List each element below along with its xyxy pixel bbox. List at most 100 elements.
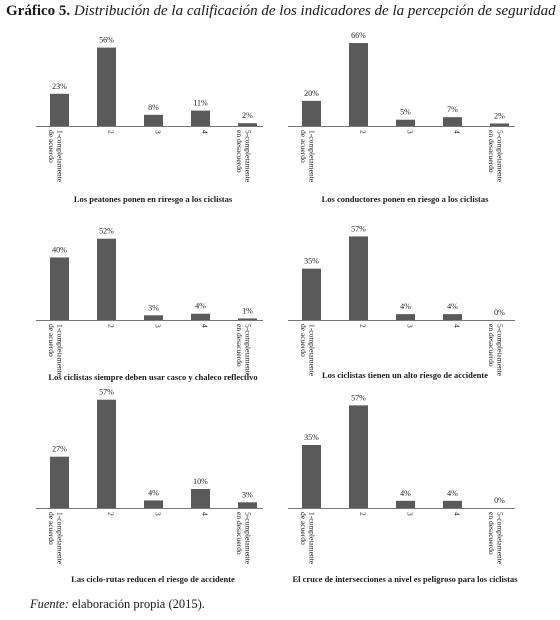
bar	[490, 123, 509, 126]
x-tick-label-line: 2	[359, 130, 368, 134]
x-tick-label: 5-completamenteen desacuerdo	[235, 324, 253, 377]
x-tick-label: 4	[453, 130, 462, 134]
x-tick-label-line: 4	[453, 512, 462, 516]
data-label: 7%	[447, 105, 458, 114]
x-tick-label: 2	[107, 512, 116, 516]
x-tick-label: 4	[201, 512, 210, 516]
bar-chart: 35% 1-completamentede acuerdo 57% 2 4% 3 4% 4 0%…	[288, 224, 515, 377]
bar	[349, 405, 368, 508]
source-note: Fuente: elaboración propia (2015).	[30, 597, 205, 612]
x-tick-label-line: 2	[107, 324, 116, 328]
x-tick-label-line: 4	[453, 324, 462, 328]
x-tick-label-line: 5-completamente	[496, 512, 505, 565]
chart-caption: Los peatones ponen en riresgo a los cicl…	[73, 194, 233, 204]
x-tick-label: 3	[154, 324, 163, 328]
x-tick-label: 1-completamentede acuerdo	[299, 512, 317, 565]
bar	[302, 268, 321, 320]
x-tick-label: 5-completamenteen desacuerdo	[487, 130, 505, 183]
x-tick-label-line: 1-completamente	[308, 324, 317, 377]
data-label: 4%	[400, 302, 411, 311]
x-tick-label-line: en desacuerdo	[487, 324, 496, 367]
bar	[396, 119, 415, 126]
source-text: elaboración propia (2015).	[72, 597, 205, 611]
data-label: 4%	[195, 302, 206, 311]
bar	[144, 114, 163, 126]
bar	[191, 489, 210, 508]
x-tick-label-line: 4	[453, 130, 462, 134]
data-label: 52%	[99, 227, 114, 236]
data-label: 5%	[400, 108, 411, 117]
data-label: 23%	[52, 82, 67, 91]
x-tick-label: 3	[154, 512, 163, 516]
x-tick-label: 5-completamenteen desacuerdo	[235, 512, 253, 565]
bar	[349, 43, 368, 126]
x-tick-label: 4	[201, 130, 210, 134]
data-label: 0%	[494, 308, 505, 317]
x-tick-label-line: 2	[107, 512, 116, 516]
x-tick-label-line: 3	[406, 512, 415, 516]
x-tick-label-line: en desacuerdo	[235, 130, 244, 173]
bar-chart: 27% 1-completamentede acuerdo 57% 2 4% 3 10% 4 3…	[36, 388, 263, 565]
x-tick-label: 2	[359, 512, 368, 516]
x-tick-label-line: 5-completamente	[496, 324, 505, 377]
bar	[302, 100, 321, 126]
bar	[302, 445, 321, 508]
x-tick-label-line: 1-completamente	[56, 512, 65, 565]
x-tick-label-line: 3	[406, 324, 415, 328]
bar	[97, 399, 116, 508]
x-tick-label: 1-completamentede acuerdo	[299, 130, 317, 183]
chart-panel: 20% 1-completamentede acuerdo 66% 2 5% 3 7% 4 2%…	[280, 28, 530, 218]
chart-panel: 40% 1-completamentede acuerdo 52% 2 3% 3 4% 4 1%…	[28, 222, 278, 412]
x-tick-label-line: en desacuerdo	[235, 324, 244, 367]
bar-chart: 20% 1-completamentede acuerdo 66% 2 5% 3 7% 4 2%…	[288, 31, 515, 183]
x-tick-label-line: de acuerdo	[299, 324, 308, 357]
bar	[238, 502, 257, 508]
x-tick-label-line: 4	[201, 512, 210, 516]
x-tick-label: 2	[107, 324, 116, 328]
figure-title-prefix: Gráfico 5.	[6, 3, 71, 19]
x-tick-label-line: 5-completamente	[244, 324, 253, 377]
source-label: Fuente:	[30, 597, 69, 611]
chart-panel: 23% 1-completamentede acuerdo 56% 2 8% 3 11% 4 2…	[28, 28, 278, 218]
bar	[396, 500, 415, 508]
x-tick-label-line: 4	[201, 324, 210, 328]
data-label: 56%	[99, 36, 114, 45]
x-tick-label: 3	[406, 512, 415, 516]
data-label: 4%	[447, 302, 458, 311]
bar-chart: 35% 1-completamentede acuerdo 57% 2 4% 3 4% 4 0%…	[288, 393, 515, 565]
bar	[97, 238, 116, 320]
x-tick-label: 4	[201, 324, 210, 328]
x-tick-label-line: 5-completamente	[244, 512, 253, 565]
data-label: 4%	[447, 489, 458, 498]
x-tick-label-line: 1-completamente	[56, 324, 65, 377]
chart-caption: Los ciclistas tienen un alto riesgo de a…	[322, 370, 488, 380]
data-label: 35%	[304, 257, 319, 266]
bar	[238, 318, 257, 320]
x-tick-label-line: de acuerdo	[47, 324, 56, 357]
x-tick-label-line: 2	[359, 324, 368, 328]
x-tick-label-line: de acuerdo	[47, 512, 56, 545]
chart-panel: 35% 1-completamentede acuerdo 57% 2 4% 3 4% 4 0%…	[280, 384, 530, 584]
x-tick-label-line: de acuerdo	[299, 130, 308, 163]
data-label: 66%	[351, 31, 366, 40]
bar	[50, 456, 69, 508]
x-tick-label-line: 1-completamente	[56, 130, 65, 183]
x-tick-label: 3	[154, 130, 163, 134]
data-label: 10%	[193, 477, 208, 486]
chart-panel: 27% 1-completamentede acuerdo 57% 2 4% 3 10% 4 3…	[28, 384, 278, 584]
bar-chart: 23% 1-completamentede acuerdo 56% 2 8% 3 11% 4 2…	[36, 36, 263, 183]
x-tick-label-line: 1-completamente	[308, 130, 317, 183]
chart-caption: El cruce de intersecciones a nivel es pe…	[292, 574, 518, 584]
chart-caption: Las ciclo-rutas reducen el riesgo de acc…	[71, 574, 235, 584]
data-label: 27%	[52, 445, 67, 454]
bar	[396, 314, 415, 320]
x-tick-label-line: 2	[107, 130, 116, 134]
x-tick-label: 3	[406, 324, 415, 328]
bar	[443, 117, 462, 126]
bar	[97, 47, 116, 126]
bar	[50, 93, 69, 126]
x-tick-label-line: de acuerdo	[47, 130, 56, 163]
x-tick-label: 5-completamenteen desacuerdo	[235, 130, 253, 183]
x-tick-label: 3	[406, 130, 415, 134]
data-label: 0%	[494, 496, 505, 505]
